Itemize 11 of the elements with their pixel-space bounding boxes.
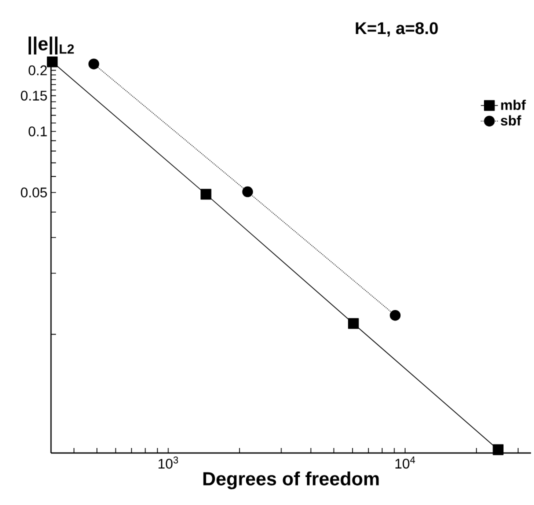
y-tick-label: 0.05 (20, 188, 47, 198)
x-axis-title: Degrees of freedom (203, 472, 379, 490)
legend-label: sbf (500, 115, 522, 126)
y-tick-label: 0.15 (20, 90, 47, 101)
x-tick-label: 10$^{4}$ (395, 456, 416, 469)
chart-title: K=1, a=8.0 (356, 22, 438, 37)
y-tick-label: 0.2 (28, 65, 47, 76)
y-tick-label: 0.1 (28, 126, 47, 136)
x-tick-label: 10$^{3}$ (158, 456, 178, 469)
legend-label: mbf (501, 100, 526, 110)
y-axis-title: ||e||$_{L2}$ (28, 36, 74, 54)
